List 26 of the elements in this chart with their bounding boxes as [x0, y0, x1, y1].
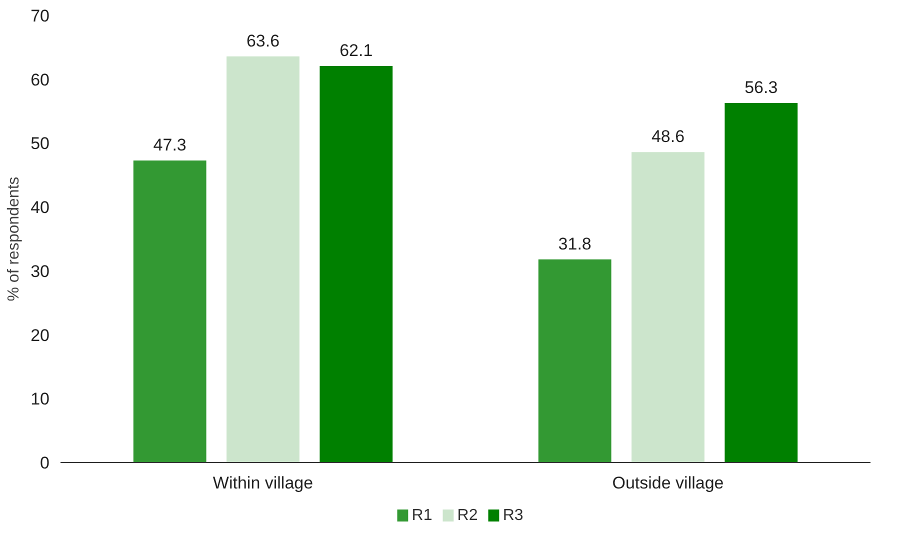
y-tick-label: 0: [40, 454, 50, 472]
y-tick-label: 40: [30, 198, 50, 218]
data-label: 47.3: [153, 135, 186, 154]
data-label: 62.1: [340, 40, 373, 60]
data-label: 63.6: [246, 31, 280, 50]
x-tick-label: Outside village: [612, 474, 724, 492]
y-axis-title: % of respondents: [6, 176, 23, 302]
y-tick-label: 10: [30, 390, 50, 409]
legend-label: R3: [502, 507, 524, 524]
bar: [724, 102, 798, 462]
x-tick-label: Within village: [212, 474, 314, 492]
legend-label: R2: [457, 507, 478, 524]
y-tick-label: 50: [30, 134, 50, 154]
bar: [320, 66, 393, 462]
y-tick-label: 70: [30, 6, 50, 26]
legend-label: R1: [412, 507, 432, 524]
bar: [133, 160, 206, 462]
y-tick-label: 60: [30, 70, 50, 90]
bar: [538, 259, 612, 462]
data-label: 31.8: [558, 234, 592, 254]
y-tick-label: 30: [30, 262, 50, 281]
bar: [632, 152, 704, 462]
data-label: 56.3: [744, 78, 778, 97]
bar: [226, 56, 300, 462]
data-label: 48.6: [651, 127, 685, 146]
y-tick-label: 20: [30, 326, 50, 345]
